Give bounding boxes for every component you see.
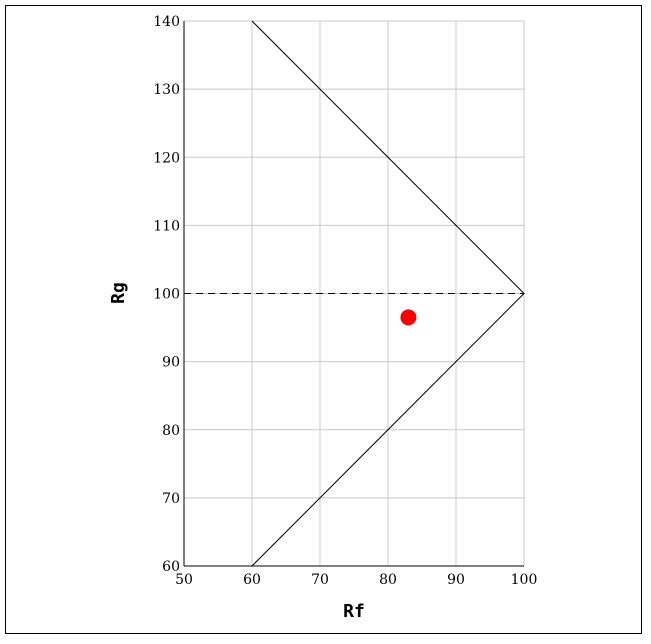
y-tick-label-8: 140 [153,14,180,30]
x-tick-label-3: 80 [379,572,397,588]
y-tick-label-0: 60 [162,559,180,575]
y-tick-label-5: 110 [153,218,180,234]
chart-frame [5,5,642,634]
y-tick-label-3: 90 [162,355,180,371]
x-tick-label-0: 50 [175,572,193,588]
x-axis-label: Rf [343,601,365,622]
plot-series [184,20,525,567]
x-tick-label-2: 70 [311,572,329,588]
y-tick-label-1: 70 [162,491,180,507]
y-tick-label-4: 100 [153,287,180,303]
y-tick-label-2: 80 [162,423,180,439]
x-tick-label-4: 90 [447,572,465,588]
y-tick-label-6: 120 [153,150,180,166]
x-tick-label-5: 100 [511,572,538,588]
x-tick-label-1: 60 [243,572,261,588]
y-axis-label: Rg [108,282,129,304]
data-point-0 [400,309,417,326]
y-tick-label-7: 130 [153,82,180,98]
